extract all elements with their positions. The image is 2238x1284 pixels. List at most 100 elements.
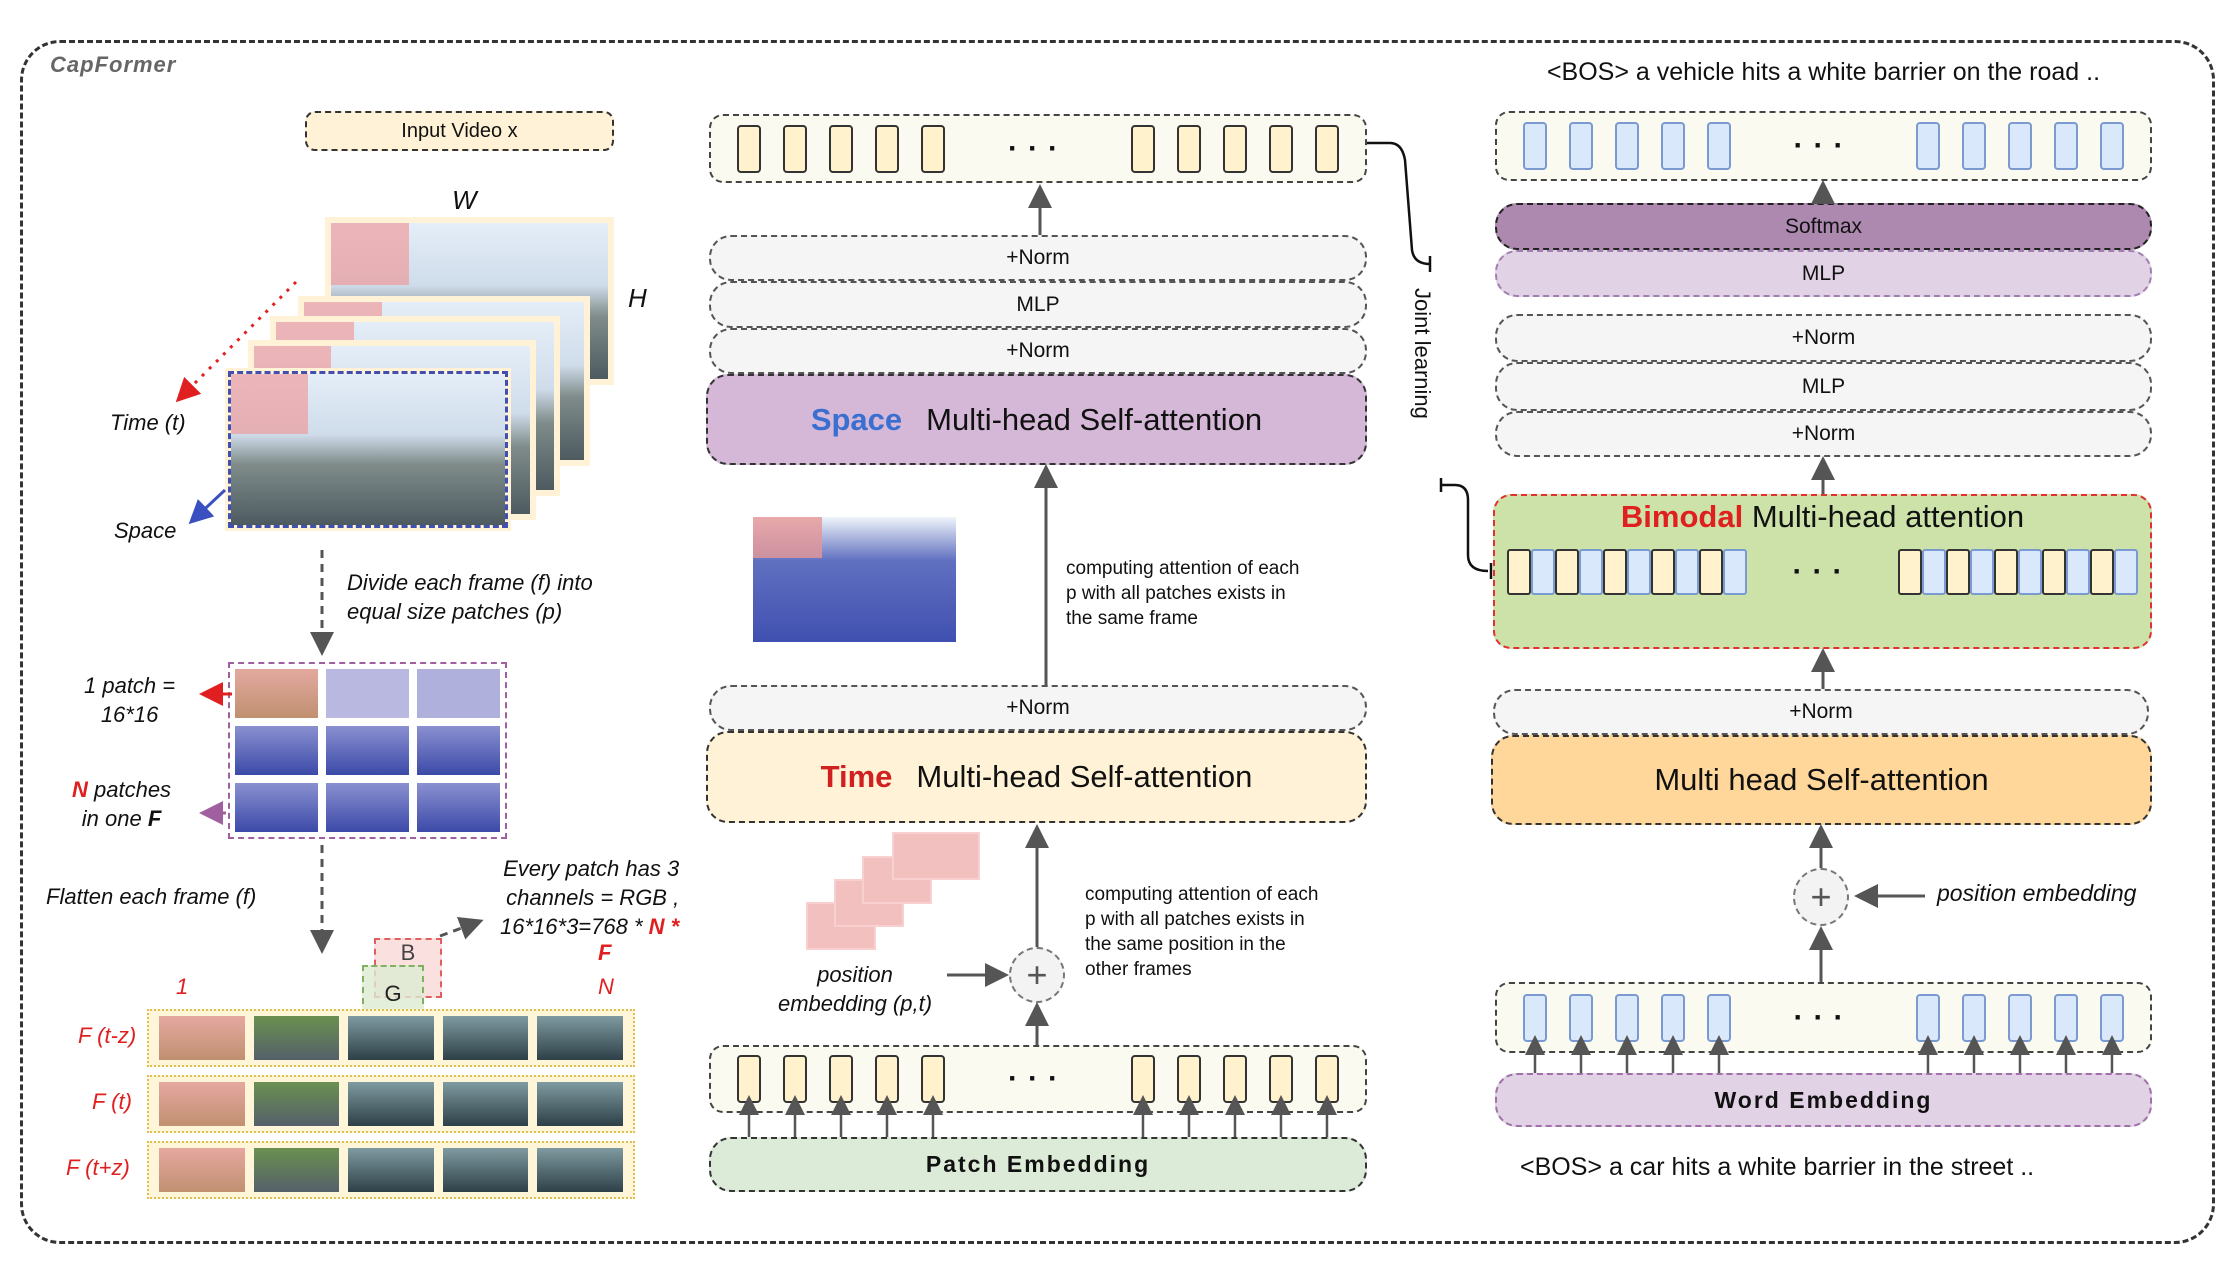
mlp-block: MLP [1495, 250, 2152, 297]
patch-image [159, 1082, 245, 1126]
model-title: CapFormer [50, 52, 177, 77]
output-caption: <BOS> a vehicle hits a white barrier on … [1546, 58, 2101, 86]
f-label: F [598, 940, 612, 965]
frame-row-label: F (t+z) [66, 1155, 130, 1180]
channel-g: G [362, 965, 424, 1015]
token [1222, 124, 1247, 173]
time-attention-block: Time Multi-head Self-attention [706, 731, 1367, 823]
norm-block: +Norm [709, 328, 1367, 374]
input-caption: <BOS> a car hits a white barrier in the … [1520, 1153, 2035, 1181]
patch-image [159, 1148, 245, 1192]
token [829, 124, 853, 173]
token [1969, 549, 1994, 595]
patch-image [537, 1016, 623, 1060]
ellipsis: ··· [1793, 1000, 1854, 1034]
flatten-text: Flatten each frame (f) [46, 884, 257, 909]
token [1531, 549, 1555, 595]
frame-patch-image [753, 517, 956, 642]
video-frame-current [225, 368, 511, 531]
token [1945, 549, 1970, 595]
norm-block: +Norm [709, 685, 1367, 731]
token [1651, 549, 1675, 595]
token [2007, 993, 2032, 1042]
ellipsis: ··· [1793, 129, 1854, 162]
height-label: H [628, 283, 647, 313]
token [1921, 549, 1946, 595]
patch-image [442, 1016, 529, 1060]
patch-image [253, 1016, 340, 1060]
norm-block: +Norm [709, 235, 1367, 281]
token [875, 124, 899, 173]
token [2017, 549, 2042, 595]
token [1661, 122, 1685, 170]
time-attention-desc: computing attention of each p with all pa… [1085, 884, 1319, 980]
patch-image [537, 1148, 623, 1192]
capformer-frame [20, 40, 2215, 1244]
ellipsis: ··· [1008, 1062, 1068, 1095]
token [1897, 549, 1922, 595]
token [2053, 122, 2078, 170]
space-axis-label: Space [114, 518, 177, 543]
norm-block: +Norm [1495, 314, 2152, 362]
output-token-bar: ··· [709, 114, 1367, 183]
divide-text: Divide each frame (f) into equal size pat… [347, 570, 593, 624]
ellipsis: ··· [1792, 555, 1853, 588]
patch-image [348, 1016, 434, 1060]
patch-image [348, 1148, 434, 1192]
position-embedding-pt-label: position embedding (p,t) [777, 962, 933, 1016]
every-patch-text: Every patch has 3 channels = RGB , 16*16*… [500, 856, 680, 939]
token [1555, 549, 1579, 595]
token [1675, 549, 1699, 595]
mlp-block: MLP [709, 281, 1367, 328]
patch-image [253, 1148, 340, 1192]
token [1523, 122, 1547, 170]
token [1993, 549, 2018, 595]
token [1723, 549, 1747, 595]
word-embedding-block: Word Embedding [1495, 1073, 2152, 1127]
last-patch-index: N [598, 974, 614, 999]
frame-row-label: F (t) [92, 1089, 132, 1114]
first-patch-index: 1 [176, 974, 189, 999]
patch-image [442, 1082, 529, 1126]
token [2089, 549, 2114, 595]
flattened-frame-row [147, 1141, 635, 1199]
token [1961, 122, 1986, 170]
patch-image [442, 1148, 529, 1192]
token [1569, 122, 1593, 170]
mlp-block: MLP [1495, 362, 2152, 411]
token [1615, 122, 1639, 170]
patch-image [537, 1082, 623, 1126]
patch-image [348, 1082, 434, 1126]
token [1176, 124, 1201, 173]
n-patches-label: N patches in one F [72, 777, 172, 831]
flattened-frame-row [147, 1009, 635, 1067]
patch-grid [228, 662, 507, 839]
token [1699, 549, 1723, 595]
patch-embedding-block: Patch Embedding [709, 1137, 1367, 1192]
ellipsis: ··· [1008, 131, 1068, 165]
patch-image [253, 1082, 340, 1126]
token [2041, 549, 2066, 595]
width-label: W [452, 185, 477, 215]
token [2113, 549, 2138, 595]
token [921, 124, 945, 173]
joint-learning-label: Joint learning [1410, 288, 1435, 419]
token [1627, 549, 1651, 595]
caption-token-bar: ··· [1495, 111, 2152, 181]
token [2099, 122, 2124, 170]
patch-size-label: 1 patch = 16*16 [84, 673, 176, 727]
token [2007, 122, 2032, 170]
self-attention-block: Multi head Self-attention [1491, 735, 2152, 825]
token [737, 124, 761, 173]
token [2065, 549, 2090, 595]
token [1603, 549, 1627, 595]
token [1707, 122, 1731, 170]
token [1615, 993, 1639, 1042]
token [1569, 993, 1593, 1042]
frame-row-label: F (t-z) [78, 1023, 137, 1048]
word-token-bar: ··· [1495, 982, 2152, 1053]
token [1507, 549, 1531, 595]
token [1268, 124, 1293, 173]
space-attention-desc: computing attention of each p with all pa… [1066, 558, 1300, 629]
